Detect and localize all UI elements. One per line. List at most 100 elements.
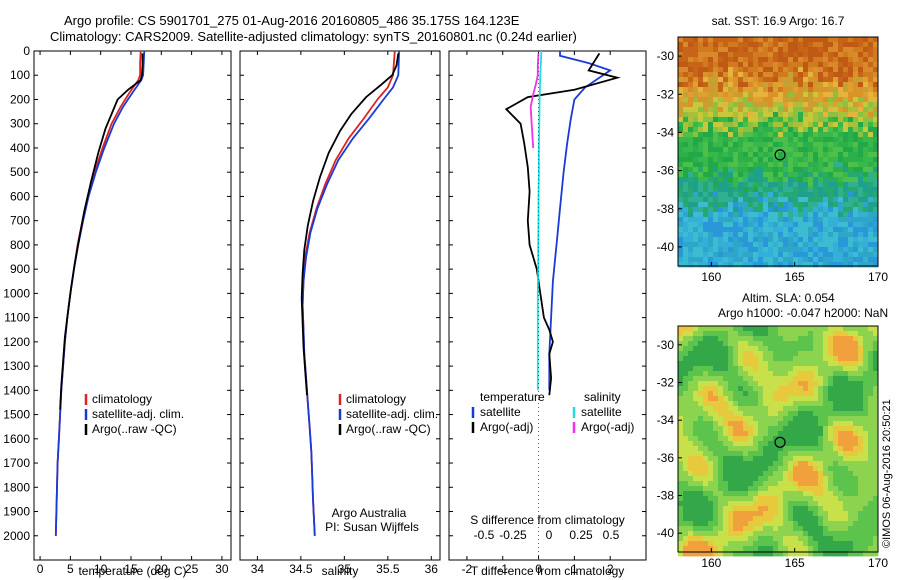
sst-map-cell — [743, 217, 749, 223]
sla-map-cell — [703, 386, 709, 392]
sst-map-cell — [798, 72, 804, 78]
sst-map-cell — [723, 67, 729, 73]
sst-map-cell — [783, 102, 789, 108]
sst-map-cell — [678, 122, 684, 128]
sst-map-cell — [808, 42, 814, 48]
sla-map-cell — [858, 431, 864, 437]
sst-map-cell — [808, 217, 814, 223]
sst-map-cell — [858, 197, 864, 203]
sst-map-cell — [688, 97, 694, 103]
sla-map-cell — [873, 426, 879, 432]
sla-map-cell — [758, 336, 764, 342]
sla-map-cell — [793, 541, 799, 547]
sla-map-cell — [753, 546, 759, 552]
sla-map-cell — [793, 506, 799, 512]
sla-map-cell — [833, 336, 839, 342]
sla-map-cell — [798, 346, 804, 352]
sst-map-cell — [853, 47, 859, 53]
salinity-profile-xtick-label: 35 — [338, 562, 352, 576]
sst-map-cell — [773, 247, 779, 253]
sla-map-cell — [783, 416, 789, 422]
sst-map-cell — [683, 257, 689, 263]
sst-map-cell — [793, 247, 799, 253]
sst-map-cell — [758, 57, 764, 63]
sla-map-cell — [738, 536, 744, 542]
sla-map-cell — [863, 461, 869, 467]
sla-map-cell — [843, 551, 849, 557]
sla-map-cell — [848, 356, 854, 362]
sst-map-cell — [723, 212, 729, 218]
sla-map-cell — [823, 381, 829, 387]
legend-salinity-header: salinity — [584, 390, 621, 404]
sla-map-cell — [728, 531, 734, 537]
sst-map-cell — [853, 207, 859, 213]
sst-map-cell — [753, 157, 759, 163]
sst-map-cell — [693, 57, 699, 63]
sla-map-cell — [733, 531, 739, 537]
sst-map-cell — [763, 52, 769, 58]
sla-map-cell — [718, 411, 724, 417]
sst-map-cell — [708, 212, 714, 218]
sst-map-cell — [788, 117, 794, 123]
sst-map-cell — [868, 37, 874, 43]
sla-map-cell — [733, 521, 739, 527]
sla-map-cell — [678, 441, 684, 447]
sla-map-cell — [788, 366, 794, 372]
sla-map-cell — [678, 501, 684, 507]
sst-map-cell — [833, 172, 839, 178]
sst-map-cell — [818, 92, 824, 98]
sst-map-cell — [778, 192, 784, 198]
sst-map-cell — [833, 257, 839, 263]
sla-map-cell — [748, 446, 754, 452]
sst-map-cell — [838, 97, 844, 103]
sst-map-cell — [783, 82, 789, 88]
sst-map-cell — [848, 227, 854, 233]
sst-map-cell — [698, 177, 704, 183]
sla-map-cell — [788, 471, 794, 477]
sst-map-cell — [838, 57, 844, 63]
sla-map-cell — [783, 371, 789, 377]
sla-map-cell — [868, 526, 874, 532]
sst-map-cell — [728, 182, 734, 188]
sla-map-title-line-2: Argo h1000: -0.047 h2000: NaN — [718, 306, 888, 320]
sst-map-cell — [678, 187, 684, 193]
sst-map-cell — [873, 257, 879, 263]
sst-map-cell — [778, 117, 784, 123]
sst-map-cell — [808, 82, 814, 88]
sst-map-cell — [768, 112, 774, 118]
sst-map-cell — [703, 102, 709, 108]
sst-map-cell — [748, 157, 754, 163]
sla-map-cell — [713, 516, 719, 522]
temperature-profile-series-climatology — [54, 50, 142, 536]
salinity-profile-legend-label: Argo(..raw -QC) — [346, 422, 431, 436]
sla-map-cell — [808, 431, 814, 437]
sst-map-cell — [873, 72, 879, 78]
sst-map-cell — [778, 222, 784, 228]
sst-map-cell — [858, 97, 864, 103]
sst-map-cell — [843, 167, 849, 173]
sst-map-cell — [808, 152, 814, 158]
sla-map-cell — [873, 491, 879, 497]
sst-map-cell — [723, 227, 729, 233]
sla-map-cell — [773, 481, 779, 487]
sla-map-cell — [708, 526, 714, 532]
sst-map-cell — [788, 142, 794, 148]
sst-map-cell — [793, 232, 799, 238]
sst-map-cell — [758, 232, 764, 238]
sla-map-cell — [828, 506, 834, 512]
sst-map-cell — [783, 147, 789, 153]
sla-map-cell — [688, 371, 694, 377]
sst-map-cell — [768, 72, 774, 78]
sla-map-cell — [868, 411, 874, 417]
sla-map-cell — [733, 441, 739, 447]
sst-map-cell — [743, 262, 749, 268]
sla-map-cell — [698, 381, 704, 387]
sst-map-cell — [873, 217, 879, 223]
sst-map-cell — [773, 177, 779, 183]
sst-map-cell — [778, 97, 784, 103]
sla-map-cell — [758, 386, 764, 392]
sla-map-cell — [773, 476, 779, 482]
sst-map-cell — [763, 102, 769, 108]
sst-map-cell — [818, 137, 824, 143]
sst-map-cell — [783, 157, 789, 163]
